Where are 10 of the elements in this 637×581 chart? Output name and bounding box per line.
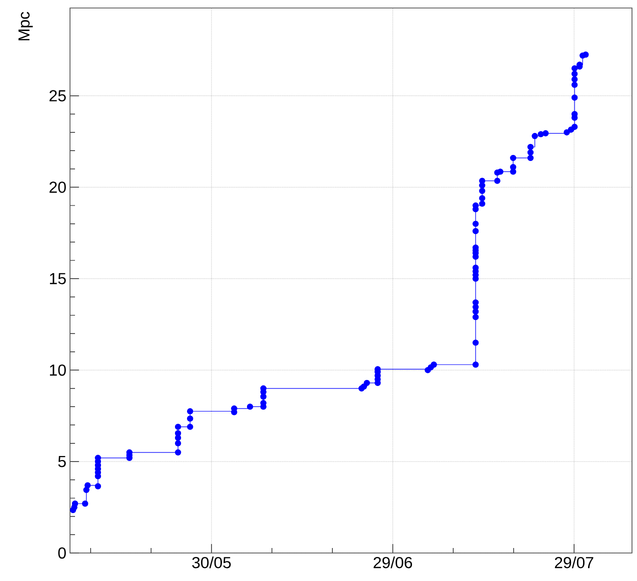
x-tick-label: 30/05 — [192, 556, 231, 568]
y-tick-label: 25 — [50, 90, 66, 102]
y-tick-label: 15 — [50, 273, 66, 284]
y-axis-title: Mpc — [18, 12, 33, 40]
x-tick-label: 29/07 — [554, 556, 594, 568]
y-tick-label: 10 — [50, 364, 66, 376]
x-tick-label: 29/06 — [374, 556, 412, 568]
y-tick-label: 5 — [58, 456, 66, 468]
y-tick-label: 0 — [58, 547, 66, 559]
y-tick-label: 20 — [50, 182, 66, 193]
